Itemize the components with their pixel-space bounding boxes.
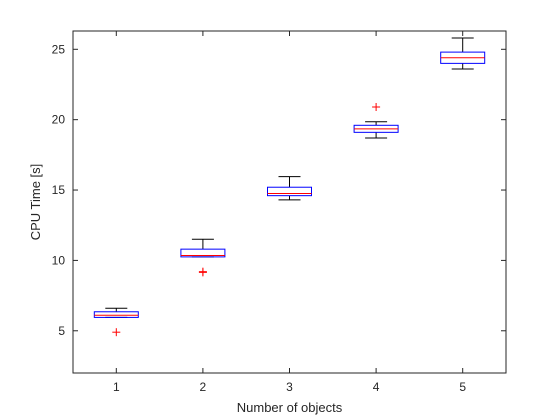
box	[267, 186, 312, 197]
box	[93, 311, 139, 318]
y-tick-label: 20	[52, 113, 66, 127]
y-tick-label: 15	[52, 183, 66, 197]
plot-area	[93, 37, 486, 337]
x-tick-label: 1	[113, 380, 120, 394]
box	[180, 248, 226, 258]
outlier-marker	[112, 328, 121, 337]
box-group-4	[353, 103, 399, 139]
box-group-3	[267, 176, 312, 201]
y-tick-label: 5	[58, 324, 65, 338]
x-tick-label: 5	[459, 380, 466, 394]
x-axis-label: Number of objects	[237, 400, 343, 415]
axes-box	[72, 30, 507, 374]
outlier-marker	[372, 103, 381, 111]
y-tick-label: 25	[52, 42, 66, 56]
y-axis-label: CPU Time [s]	[28, 164, 43, 241]
outlier-marker	[198, 267, 207, 276]
x-tick-label: 3	[286, 380, 293, 394]
y-tick-label: 10	[52, 253, 66, 267]
box-group-5	[440, 37, 486, 70]
x-tick-label: 2	[200, 380, 207, 394]
box-group-1	[93, 307, 139, 337]
box-group-2	[180, 238, 226, 277]
x-tick-label: 4	[373, 380, 380, 394]
axes: 1 2 3 4 5 5 10 15 20 25	[52, 30, 507, 394]
